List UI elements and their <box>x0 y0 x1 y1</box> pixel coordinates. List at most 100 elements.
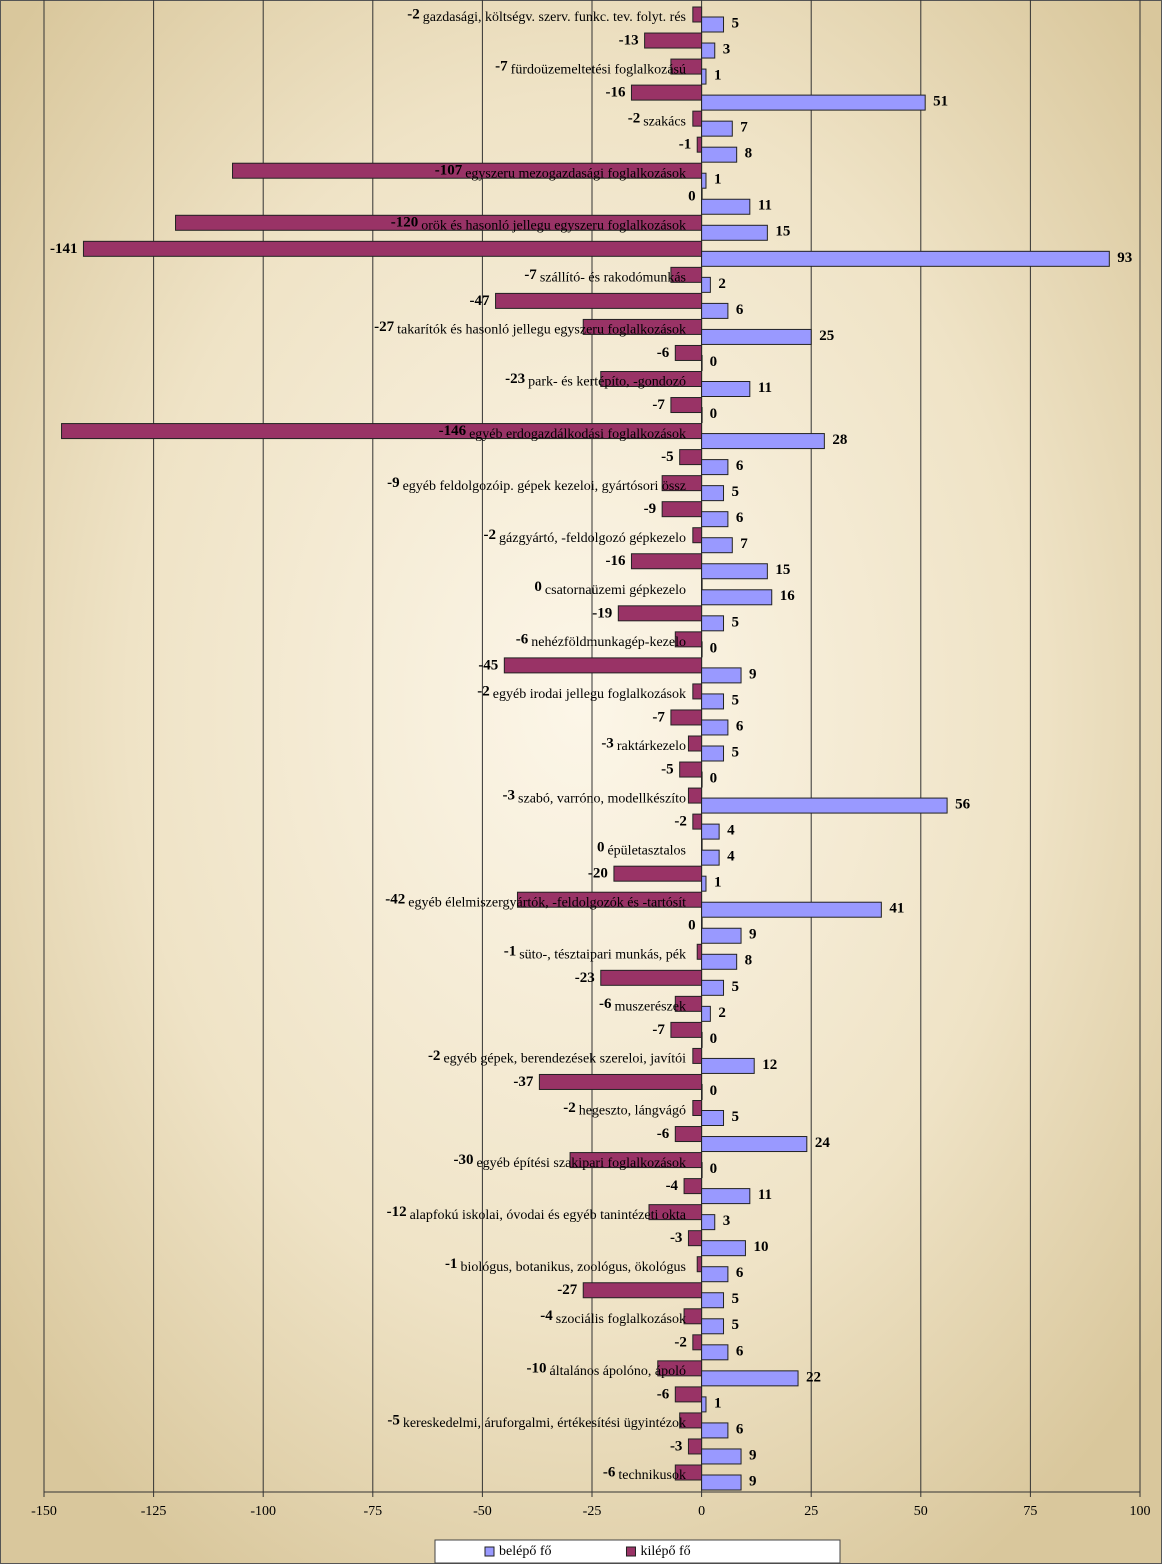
value-label: -20 <box>588 866 608 882</box>
bar <box>692 1334 703 1351</box>
category-label: szakács <box>643 114 686 129</box>
value-label: -3 <box>601 735 614 751</box>
bar <box>82 240 703 257</box>
value-label: -16 <box>605 553 625 569</box>
bar <box>61 423 703 440</box>
value-label: 15 <box>775 224 790 240</box>
bar <box>701 537 733 554</box>
bar <box>701 745 725 762</box>
x-tick-label: -50 <box>473 1504 492 1519</box>
value-label: 5 <box>732 1291 740 1307</box>
bar <box>679 761 703 778</box>
value-label: -23 <box>505 371 525 387</box>
bar <box>683 1308 703 1325</box>
x-tick-label: -75 <box>363 1504 382 1519</box>
value-label: -2 <box>628 111 641 127</box>
bar <box>701 1344 729 1361</box>
value-label: 56 <box>955 797 971 813</box>
value-label: 3 <box>723 41 731 57</box>
bar <box>701 901 882 918</box>
value-label: -9 <box>644 501 657 517</box>
value-label: 0 <box>710 640 718 656</box>
bar <box>701 1005 711 1022</box>
value-label: -16 <box>605 85 625 101</box>
value-label: -45 <box>478 657 498 673</box>
category-label: szociális foglalkozások <box>556 1312 686 1327</box>
bar <box>701 1474 742 1491</box>
value-label: 0 <box>710 1031 718 1047</box>
bar <box>701 68 707 85</box>
value-label: 0 <box>597 840 605 856</box>
bar <box>674 344 703 361</box>
bar <box>692 6 703 23</box>
bar <box>670 397 703 414</box>
value-label: -6 <box>603 1464 616 1480</box>
value-label: -1 <box>445 1256 458 1272</box>
bar <box>617 605 703 622</box>
value-label: 24 <box>815 1135 831 1151</box>
bar <box>692 1100 703 1116</box>
x-tick-label: -25 <box>583 1504 602 1519</box>
value-label: -6 <box>657 345 670 361</box>
bar <box>600 969 703 986</box>
value-label: -7 <box>495 59 508 75</box>
bar <box>644 32 703 49</box>
bar <box>701 1162 703 1179</box>
value-label: -27 <box>374 319 394 335</box>
value-label: -146 <box>439 423 467 439</box>
x-tick-label: 0 <box>698 1504 705 1519</box>
value-label: -1 <box>504 944 517 960</box>
x-tick-label: 50 <box>914 1504 928 1519</box>
value-label: 22 <box>806 1369 821 1385</box>
category-label: épületasztalos <box>607 843 686 858</box>
value-label: -2 <box>563 1100 576 1116</box>
value-label: 25 <box>819 328 834 344</box>
value-label: 4 <box>727 849 735 865</box>
bar <box>701 120 733 137</box>
bar <box>538 1073 703 1090</box>
value-label: 5 <box>732 1317 740 1333</box>
value-label: 9 <box>749 927 757 943</box>
bar <box>701 354 703 371</box>
bar <box>648 1204 703 1221</box>
value-label: 0 <box>688 918 696 934</box>
bar <box>670 266 703 283</box>
bar <box>701 1266 729 1283</box>
category-label: egyéb gépek, berendezések szereloi, javí… <box>443 1052 686 1067</box>
bar <box>569 1152 703 1169</box>
bar <box>582 318 703 335</box>
bar <box>701 224 768 241</box>
category-label: csatornaüzemi gépkezelo <box>545 583 686 598</box>
category-label: egyéb élelmiszergyártók, -feldolgozók és… <box>408 895 686 910</box>
category-label: szállító- és rakodómunkás <box>540 271 686 286</box>
bar <box>701 146 738 163</box>
category-label: gázgyártó, -feldolgozó gépkezelo <box>499 531 686 546</box>
value-label: -23 <box>575 970 595 986</box>
x-tick-label: -125 <box>141 1504 167 1519</box>
value-label: 7 <box>740 536 748 552</box>
value-label: 11 <box>758 380 772 396</box>
value-label: -13 <box>619 32 639 48</box>
value-label: 6 <box>736 1265 744 1281</box>
value-label: 6 <box>736 458 744 474</box>
bar <box>701 615 725 632</box>
bar <box>701 1136 808 1153</box>
value-label: 0 <box>710 354 718 370</box>
category-label: szabó, varróno, modellkészíto <box>518 791 686 806</box>
value-label: 2 <box>718 276 726 292</box>
bar <box>696 136 703 153</box>
bar <box>692 527 703 544</box>
value-label: 41 <box>889 901 904 917</box>
value-label: 1 <box>714 875 722 891</box>
value-label: -4 <box>666 1178 679 1194</box>
bar <box>630 84 703 101</box>
bar <box>232 162 703 179</box>
bar <box>670 709 703 726</box>
value-label: 1 <box>714 1395 722 1411</box>
bar <box>701 1396 707 1413</box>
value-label: 4 <box>727 823 735 839</box>
bar <box>701 1240 746 1257</box>
value-label: 93 <box>1117 250 1132 266</box>
bar <box>613 865 703 882</box>
bar <box>503 657 703 674</box>
